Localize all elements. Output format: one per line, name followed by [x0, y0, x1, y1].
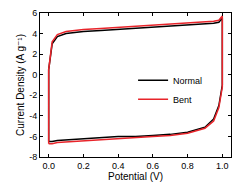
svg-text:0: 0 — [32, 70, 37, 80]
svg-text:0.6: 0.6 — [147, 161, 160, 171]
svg-text:-4: -4 — [29, 111, 37, 121]
svg-text:Current Density (A g⁻¹): Current Density (A g⁻¹) — [15, 34, 26, 136]
svg-text:0.0: 0.0 — [42, 161, 55, 171]
svg-text:2: 2 — [32, 49, 37, 59]
svg-text:4: 4 — [32, 29, 37, 39]
svg-text:-6: -6 — [29, 132, 37, 142]
svg-text:-2: -2 — [29, 90, 37, 100]
svg-text:Potential (V): Potential (V) — [108, 171, 163, 182]
svg-text:0.8: 0.8 — [181, 161, 194, 171]
svg-text:0.4: 0.4 — [112, 161, 125, 171]
svg-text:6: 6 — [32, 8, 37, 18]
svg-text:0.2: 0.2 — [77, 161, 90, 171]
svg-text:Normal: Normal — [173, 76, 202, 86]
svg-text:Bent: Bent — [173, 95, 192, 105]
svg-text:1.0: 1.0 — [216, 161, 229, 171]
svg-text:-8: -8 — [29, 152, 37, 162]
